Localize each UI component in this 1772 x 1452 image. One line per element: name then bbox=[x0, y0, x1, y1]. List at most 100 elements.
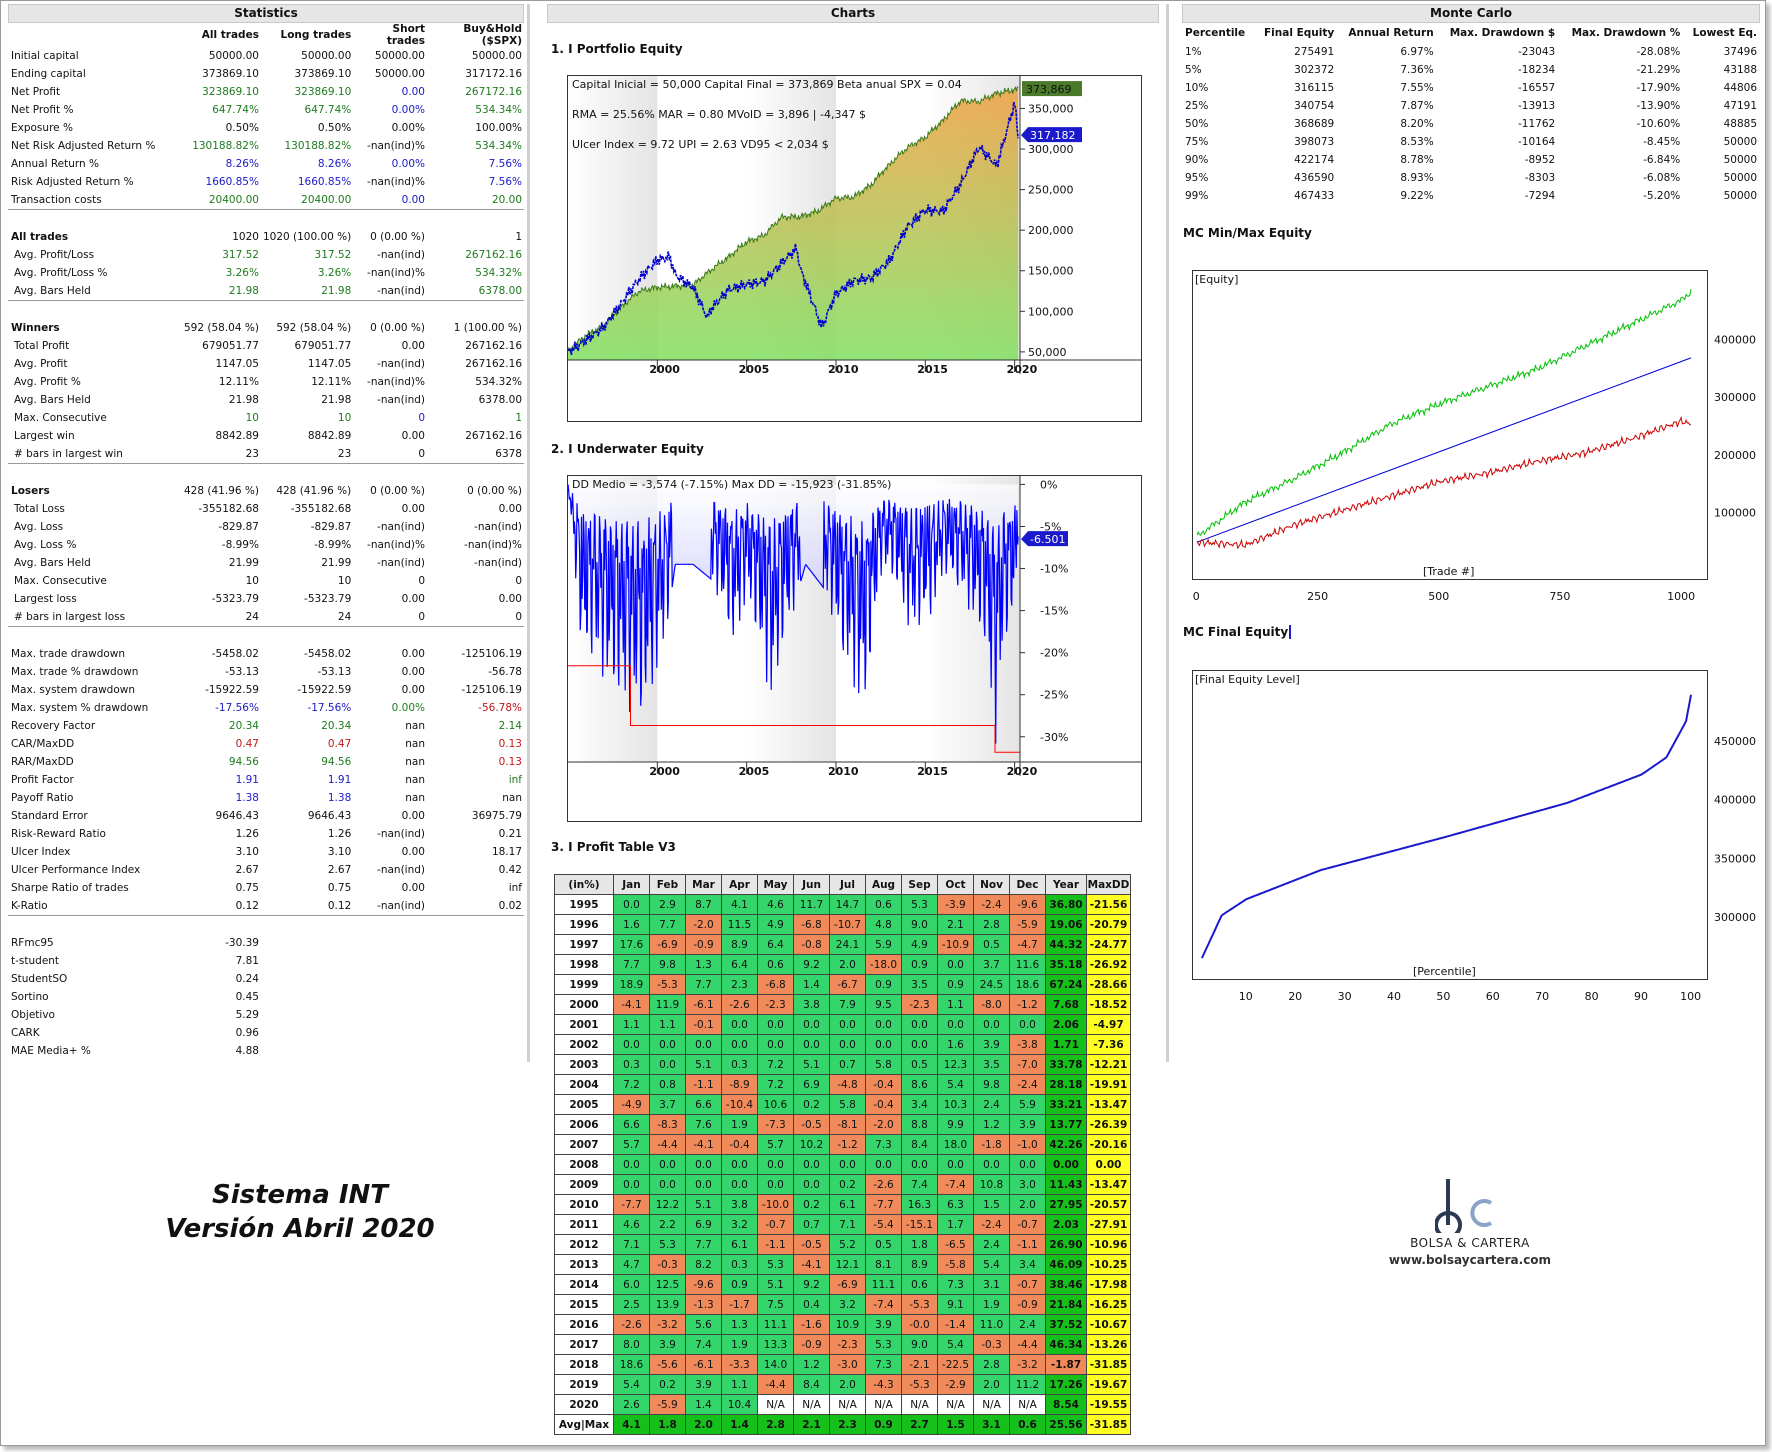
profit-table-month-cell: -7.7 bbox=[865, 1194, 902, 1215]
stats-cell: 534.34% bbox=[475, 140, 522, 152]
profit-table-month-cell: 0.0 bbox=[793, 1154, 830, 1175]
profit-table-year-total: 28.18 bbox=[1045, 1074, 1087, 1095]
equity-ytick-label: 150,000 bbox=[1028, 265, 1074, 278]
profit-table-maxdd: -19.67 bbox=[1086, 1374, 1131, 1395]
stats-cell: 1660.85% bbox=[297, 176, 352, 188]
profit-table-month-cell: 0.3 bbox=[613, 1054, 650, 1075]
equity-xtick-label: 2010 bbox=[828, 363, 859, 376]
charts-panel: Charts bbox=[547, 4, 1159, 23]
profit-table-month-cell: 0.9 bbox=[865, 1414, 902, 1435]
profit-table-year-total: 38.46 bbox=[1045, 1274, 1087, 1295]
stats-cell: 50000.00 bbox=[374, 68, 425, 80]
profit-table-month-cell: 7.3 bbox=[865, 1354, 902, 1375]
mc-final-xtick-label: 90 bbox=[1634, 990, 1648, 1003]
profit-table-month-cell: 2.4 bbox=[973, 1094, 1010, 1115]
profit-table-month-cell: -8.0 bbox=[973, 994, 1010, 1015]
stats-cell bbox=[427, 1006, 524, 1024]
profit-table-month-cell: -2.3 bbox=[901, 994, 938, 1015]
profit-table-month-cell: 1.4 bbox=[793, 974, 830, 995]
profit-table-month-cell: 8.4 bbox=[793, 1374, 830, 1395]
profit-table-month-cell: 5.3 bbox=[865, 1334, 902, 1355]
stats-row: # bars in largest win 23 23 0 6378 bbox=[8, 445, 524, 464]
stats-cell: 267172.16 bbox=[465, 86, 522, 98]
profit-table-month-cell: 9.8 bbox=[649, 954, 686, 975]
stats-cell bbox=[353, 952, 427, 970]
stats-row-label: Initial capital bbox=[11, 50, 79, 62]
stats-cell: 21.98 bbox=[321, 394, 352, 406]
stats-cell: 23 bbox=[337, 448, 352, 460]
mc-cell: 422174 bbox=[1294, 154, 1335, 166]
profit-table-month-cell: 7.7 bbox=[685, 974, 722, 995]
mc-minmax-ytick-label: 100000 bbox=[1714, 506, 1756, 519]
profit-table-month-cell: -3.2 bbox=[649, 1314, 686, 1335]
profit-table-month-cell: 5.9 bbox=[1009, 1094, 1046, 1115]
stats-cell: 20.34 bbox=[228, 720, 259, 732]
stats-cell: 6378 bbox=[495, 448, 522, 460]
profit-table-maxdd: -20.79 bbox=[1086, 914, 1131, 935]
stats-cell: 0 bbox=[515, 575, 522, 587]
profit-table-column-header: Aug bbox=[865, 874, 902, 895]
stats-cell: 7.56% bbox=[488, 158, 522, 170]
mc-final-xtick-label: 80 bbox=[1585, 990, 1599, 1003]
stats-cell: 0.12 bbox=[235, 900, 259, 912]
stats-cell: -nan(ind) bbox=[377, 249, 425, 261]
profit-table-month-cell: 0.6 bbox=[757, 954, 794, 975]
stats-cell: nan bbox=[405, 738, 425, 750]
profit-table-maxdd: -26.39 bbox=[1086, 1114, 1131, 1135]
stats-cell: 323869.10 bbox=[202, 86, 259, 98]
profit-table-month-cell: 12.3 bbox=[937, 1054, 974, 1075]
mc-minmax-title: MC Min/Max Equity bbox=[1183, 226, 1312, 240]
profit-table-year: 2003 bbox=[554, 1054, 614, 1075]
stats-cell: 1 bbox=[515, 231, 522, 243]
profit-table-maxdd: -20.16 bbox=[1086, 1134, 1131, 1155]
buyhold-value-label: 317,182 bbox=[1030, 129, 1076, 142]
stats-cell: 1.91 bbox=[327, 774, 352, 786]
profit-table-year: 1995 bbox=[554, 894, 614, 915]
profit-table-maxdd: -13.47 bbox=[1086, 1094, 1131, 1115]
profit-table-month-cell: 1.1 bbox=[721, 1374, 758, 1395]
profit-table-month-cell: -7.0 bbox=[1009, 1054, 1046, 1075]
profit-table-month-cell: -10.9 bbox=[937, 934, 974, 955]
buyhold-value-badge bbox=[1021, 127, 1082, 143]
mc-cell: 7.36% bbox=[1400, 64, 1434, 76]
profit-table-month-cell: 0.0 bbox=[901, 1014, 938, 1035]
profit-table-month-cell: 0.0 bbox=[613, 1034, 650, 1055]
profit-table-month-cell: 6.3 bbox=[937, 1194, 974, 1215]
stats-cell: 0.50% bbox=[225, 122, 259, 134]
stats-cell bbox=[427, 952, 524, 970]
profit-table-maxdd: -4.97 bbox=[1086, 1014, 1131, 1035]
profit-table-month-cell: 14.0 bbox=[757, 1354, 794, 1375]
stats-cell: -5458.02 bbox=[304, 648, 352, 660]
underwater-ytick-label: -30% bbox=[1040, 731, 1068, 744]
profit-table-maxdd: -7.36 bbox=[1086, 1034, 1131, 1055]
mc-final-equity-line bbox=[1200, 694, 1692, 959]
mc-row: 95% 436590 8.93% -8303 -6.08% 50000 bbox=[1182, 169, 1760, 187]
profit-table-year-total: 2.03 bbox=[1045, 1214, 1087, 1235]
profit-table-month-cell: -1.1 bbox=[685, 1074, 722, 1095]
profit-table-month-cell: -5.3 bbox=[649, 974, 686, 995]
system-value-label: 373,869 bbox=[1026, 83, 1072, 96]
underwater-area bbox=[568, 484, 1019, 744]
profit-table-month-cell: 1.1 bbox=[613, 1014, 650, 1035]
stats-cell: 0.75 bbox=[327, 882, 352, 894]
profit-table-month-cell: 4.6 bbox=[757, 894, 794, 915]
profit-table-row: 2015 2.5 13.9 -1.3 -1.7 7.5 0.4 3.2 -7.4 -5.3 9.1 1… bbox=[554, 1294, 1131, 1315]
profit-table-year-total: 26.90 bbox=[1045, 1234, 1087, 1255]
profit-table-month-cell: 5.4 bbox=[937, 1334, 974, 1355]
stats-row-label: Profit Factor bbox=[11, 774, 74, 786]
profit-table-year-total: 8.54 bbox=[1045, 1394, 1087, 1415]
stats-row-label: Standard Error bbox=[11, 810, 88, 822]
profit-table-month-cell: 1.2 bbox=[793, 1354, 830, 1375]
stats-row-label: Transaction costs bbox=[11, 194, 102, 206]
mc-final-title: MC Final Equity bbox=[1183, 625, 1292, 639]
profit-table-month-cell: -3.8 bbox=[1009, 1034, 1046, 1055]
profit-table-month-cell: 5.9 bbox=[865, 934, 902, 955]
stats-row: Max. system % drawdown -17.56% -17.56% 0.00… bbox=[8, 699, 524, 717]
mc-final-ytick-label: 350000 bbox=[1714, 852, 1756, 865]
stats-row-label: Ulcer Index bbox=[11, 846, 71, 858]
profit-table-column-header: Sep bbox=[901, 874, 938, 895]
mc-cell: 398073 bbox=[1294, 136, 1335, 148]
profit-table-month-cell: 0.7 bbox=[793, 1214, 830, 1235]
profit-table-month-cell: 4.6 bbox=[613, 1214, 650, 1235]
profit-table-year: 2008 bbox=[554, 1154, 614, 1175]
